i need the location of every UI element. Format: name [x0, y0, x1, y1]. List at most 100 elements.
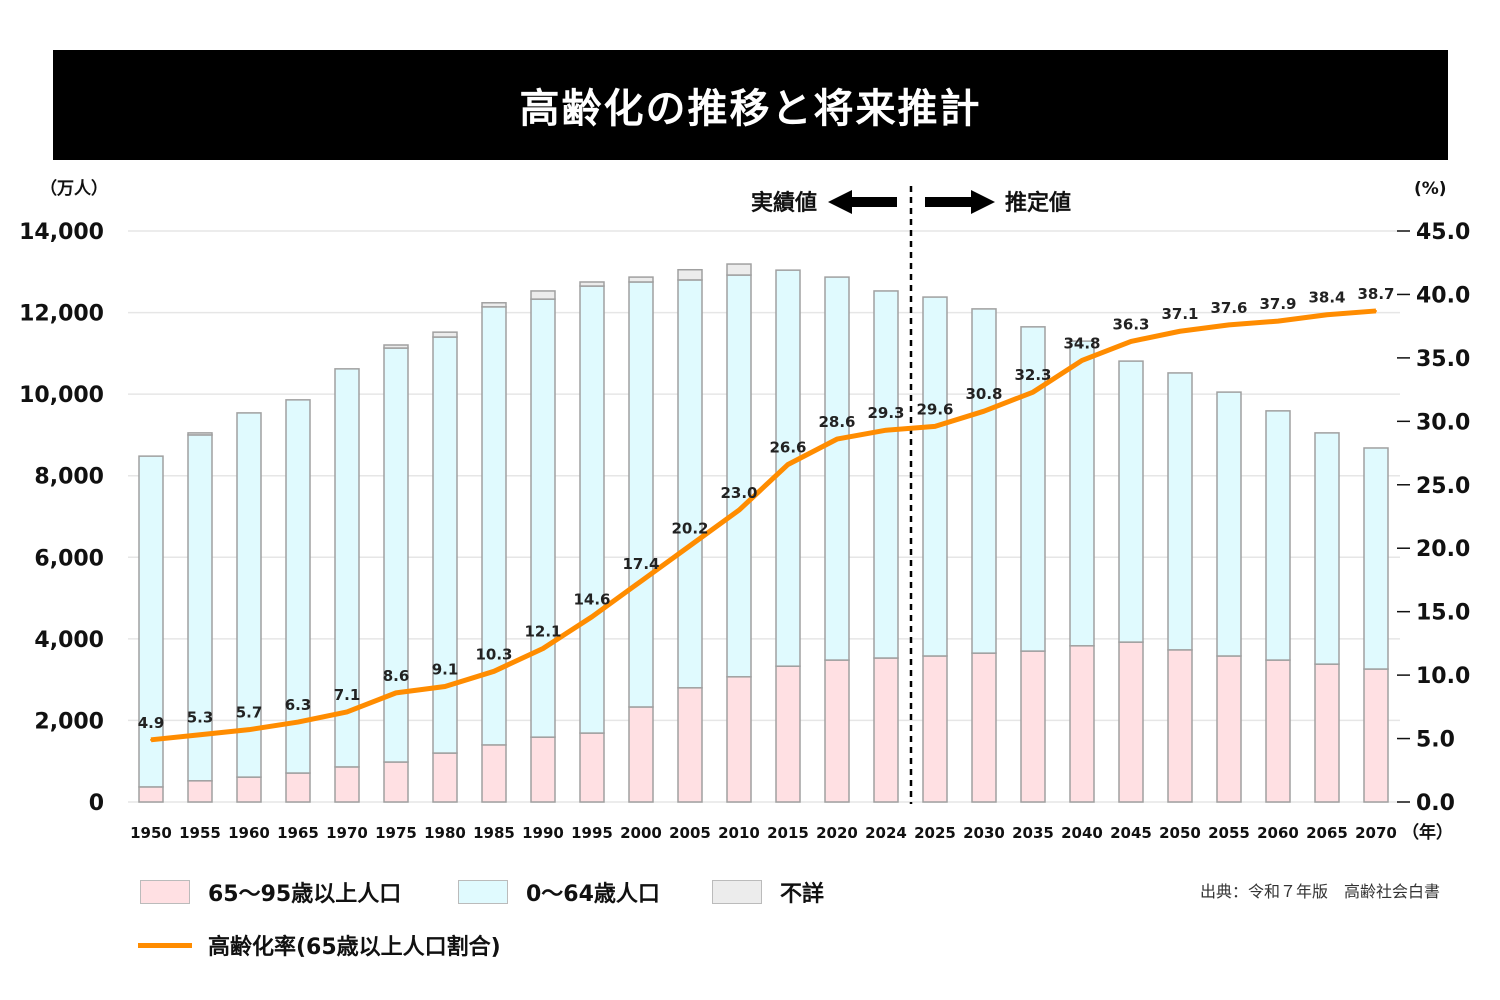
bar-segment-working [922, 296, 948, 657]
bar-segment-elderly [628, 706, 654, 803]
bar-segment-working [285, 399, 311, 774]
rate-point [1375, 309, 1377, 312]
y-tick-label-right: 30.0 [1416, 410, 1470, 435]
source-note: 出典：令和７年版 高齢社会白書 [1199, 882, 1440, 901]
arrow-left-icon [828, 190, 897, 214]
rate-data-label: 23.0 [720, 484, 757, 502]
bar-segment-elderly [1069, 645, 1095, 803]
bar-segment-elderly [285, 772, 311, 803]
bar-segment-unknown [383, 344, 409, 349]
bar-segment-elderly [873, 657, 899, 803]
bar-segment-elderly [1020, 650, 1046, 803]
rate-point [1081, 359, 1083, 362]
y-tick-label-right: 35.0 [1416, 347, 1470, 372]
y-tick-label-left: 8,000 [34, 465, 104, 490]
bar-segment-unknown [481, 302, 507, 308]
bar-segment-elderly [481, 744, 507, 803]
legend-elderly: 65〜95歳以上人口 [140, 876, 401, 908]
x-tick-label: 1985 [473, 824, 515, 842]
rate-data-label: 29.6 [916, 400, 953, 418]
rate-data-label: 26.6 [769, 438, 806, 456]
rate-point [591, 615, 593, 618]
bar-segment-working [873, 290, 899, 659]
y-tick-label-left: 12,000 [19, 302, 104, 327]
legend-swatch-elderly [140, 880, 190, 904]
rate-data-label: 28.6 [818, 413, 855, 431]
rate-point [983, 410, 985, 413]
bar-segment-working [824, 276, 850, 661]
bar-segment-elderly [1118, 641, 1144, 803]
bar-segment-working [1118, 360, 1144, 643]
bar-segment-working [481, 306, 507, 746]
rate-point [1326, 313, 1328, 316]
bar-segment-working [1020, 326, 1046, 652]
rate-point [248, 728, 250, 731]
legend-label: 不詳 [780, 882, 825, 907]
rate-point [199, 733, 201, 736]
bar-segment-elderly [1167, 649, 1193, 803]
bar-segment-working [1216, 391, 1242, 657]
rate-data-label: 29.3 [867, 404, 904, 422]
rate-data-label: 7.1 [334, 686, 361, 704]
rate-point [493, 670, 495, 673]
rate-point [640, 580, 642, 583]
y-tick-label-right: 40.0 [1416, 283, 1470, 308]
rate-point [1179, 330, 1181, 333]
bar-segment-elderly [236, 776, 262, 803]
rate-point [787, 463, 789, 466]
annotation-estimate: 推定値 [1005, 190, 1071, 216]
bar-segment-elderly [824, 659, 850, 803]
bar-segment-working [236, 412, 262, 778]
rate-point [1228, 323, 1230, 326]
x-tick-label: 2024 [865, 824, 907, 842]
rate-data-label: 37.1 [1161, 305, 1198, 323]
y-axis-label-left: （万人） [40, 178, 108, 199]
rate-point [444, 685, 446, 688]
bar-segment-elderly [1216, 655, 1242, 803]
rate-data-label: 36.3 [1112, 315, 1149, 333]
x-tick-label: 2020 [816, 824, 858, 842]
annotation-actual: 実績値 [751, 190, 817, 216]
bar-segment-elderly [383, 761, 409, 803]
y-tick-label-right: 10.0 [1416, 664, 1470, 689]
bar-segment-unknown [726, 263, 752, 276]
bar-segment-working [579, 285, 605, 734]
x-tick-label: 1970 [326, 824, 368, 842]
rate-data-label: 32.3 [1014, 366, 1051, 384]
bar-segment-elderly [432, 752, 458, 803]
bar-segment-elderly [971, 652, 997, 803]
bar-segment-elderly [726, 676, 752, 803]
rate-data-label: 17.4 [622, 555, 659, 573]
rate-data-label: 9.1 [432, 661, 459, 679]
bar-segment-working [1265, 410, 1291, 661]
rate-point [738, 509, 740, 512]
x-tick-label: 1980 [424, 824, 466, 842]
x-tick-label: 2010 [718, 824, 760, 842]
bar-segment-elderly [1265, 659, 1291, 803]
bar-segment-working [138, 455, 164, 788]
rate-point [1130, 340, 1132, 343]
rate-point [1277, 320, 1279, 323]
bar-segment-unknown [530, 290, 556, 300]
y-tick-label-left: 0 [89, 791, 104, 816]
bar-segment-working [334, 368, 360, 768]
rate-point [542, 647, 544, 650]
legend-swatch-unknown [712, 880, 762, 904]
bar-segment-unknown [432, 331, 458, 338]
bar-segment-unknown [579, 281, 605, 287]
rate-data-label: 34.8 [1063, 334, 1100, 352]
rate-data-label: 37.9 [1259, 295, 1296, 313]
x-tick-label: 2055 [1208, 824, 1250, 842]
legend-rate: 高齢化率(65歳以上人口割合) [138, 929, 501, 961]
rate-data-label: 30.8 [965, 385, 1002, 403]
bar-segment-working [628, 281, 654, 708]
rate-data-label: 12.1 [524, 622, 561, 640]
rate-data-label: 5.3 [187, 709, 214, 727]
bar-segment-working [775, 269, 801, 667]
x-tick-label: 1960 [228, 824, 270, 842]
legend-label: 0〜64歳人口 [526, 882, 660, 907]
y-tick-label-left: 2,000 [34, 709, 104, 734]
bar-segment-working [432, 336, 458, 754]
y-tick-label-right: 5.0 [1416, 728, 1455, 753]
